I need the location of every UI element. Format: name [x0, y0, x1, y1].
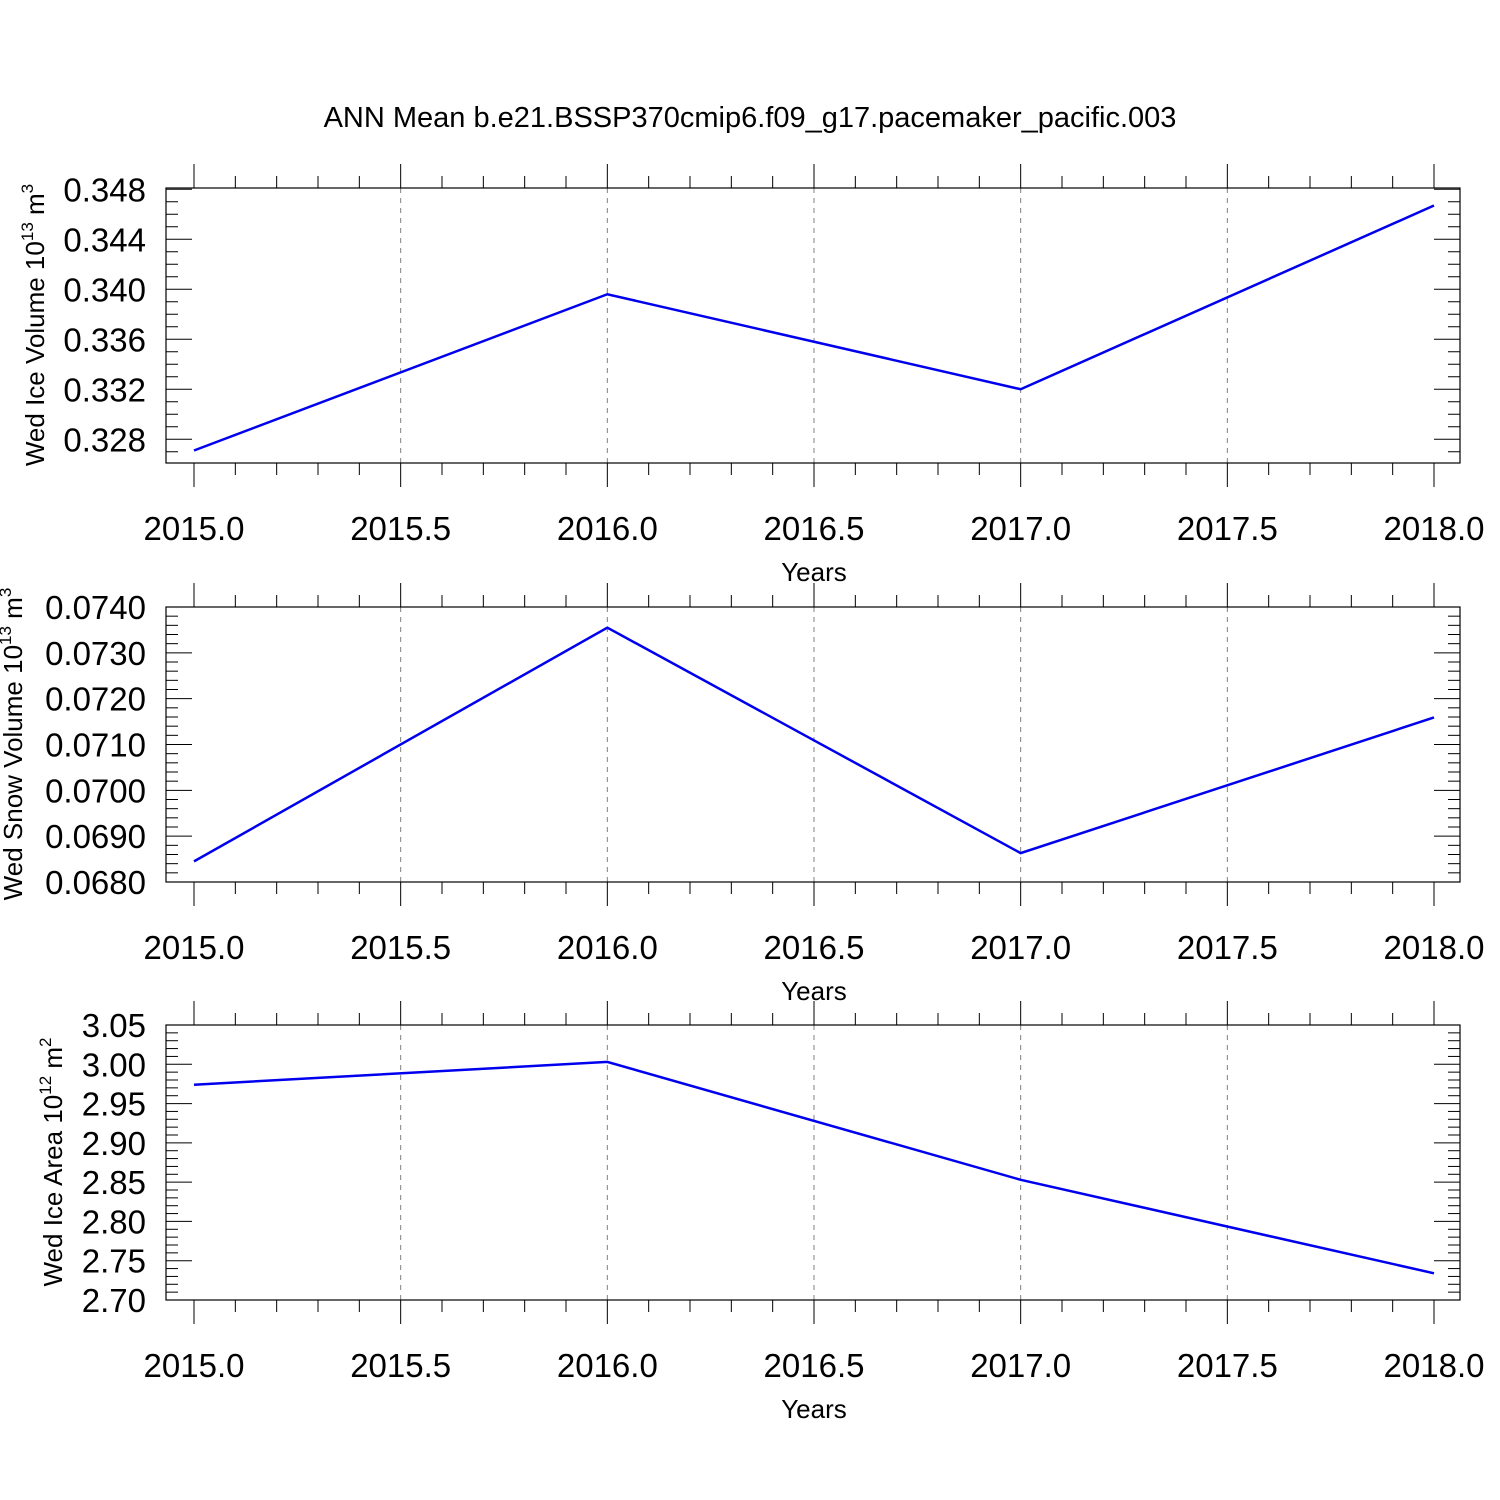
plot-frame: [165, 1024, 1461, 1301]
x-tick-label: 2016.0: [557, 1347, 658, 1384]
chart-title: ANN Mean b.e21.BSSP370cmip6.f09_g17.pace…: [324, 102, 1177, 134]
x-tick-label: 2017.5: [1177, 1347, 1278, 1384]
x-tick-label: 2015.5: [350, 929, 451, 966]
y-axis-label-text: Wed Ice Area 10: [38, 1095, 68, 1287]
y-tick-label: 0.332: [63, 371, 146, 408]
y-axis-label: Wed Ice Volume 1013 m3: [18, 184, 50, 466]
snow-volume-panel: 2015.0 2015.5 2016.0 2016.5 2017.0 2017.5 2018…: [0, 583, 1484, 1006]
y-axis-label-text: m: [0, 597, 28, 626]
x-tick-label: 2015.0: [144, 510, 245, 547]
y-axis-label-text: m: [20, 193, 50, 222]
ice-volume-panel: 2015.0 2015.5 2016.0 2016.5 2017.0 2017.5 2018…: [18, 164, 1484, 587]
y-tick-label: 2.70: [82, 1282, 146, 1319]
x-tick-label: 2018.0: [1384, 929, 1485, 966]
y-tick-label: 3.00: [82, 1046, 146, 1083]
y-axis-label-superscript: 3: [18, 184, 37, 193]
x-tick-label: 2016.0: [557, 929, 658, 966]
x-tick-label: 2015.5: [350, 1347, 451, 1384]
y-axis-label: Wed Ice Area 1012 m2: [36, 1037, 68, 1286]
x-tick-label: 2016.5: [764, 1347, 865, 1384]
y-tick-label: 0.328: [63, 421, 146, 458]
y-axis-label-text: Wed Snow Volume 10: [0, 645, 28, 900]
x-tick-label: 2015.0: [144, 929, 245, 966]
y-tick-label: 0.0690: [45, 818, 146, 855]
plot-frame: [165, 187, 1461, 464]
y-axis-label-superscript: 13: [18, 222, 37, 241]
y-tick-label: 0.340: [63, 271, 146, 308]
x-tick-label: 2018.0: [1384, 510, 1485, 547]
y-tick-label: 0.0700: [45, 772, 146, 809]
x-tick-label: 2017.0: [970, 929, 1071, 966]
y-axis-label: Wed Snow Volume 1013 m3: [0, 588, 28, 901]
y-axis-label-text: m: [38, 1047, 68, 1076]
y-tick-label: 2.95: [82, 1086, 146, 1123]
series-line: [193, 1060, 1435, 1275]
y-axis-label-superscript: 13: [0, 626, 15, 645]
y-tick-label: 0.0730: [45, 635, 146, 672]
y-tick-label: 0.344: [63, 221, 146, 258]
series-line: [193, 204, 1435, 452]
x-tick-label: 2017.5: [1177, 510, 1278, 547]
y-tick-label: 0.336: [63, 321, 146, 358]
y-axis-label-superscript: 2: [36, 1037, 55, 1046]
plot-frame: [165, 606, 1461, 883]
x-axis-label: Years: [781, 1394, 847, 1424]
x-tick-label: 2015.0: [144, 1347, 245, 1384]
y-tick-label: 2.80: [82, 1203, 146, 1240]
series-line: [193, 626, 1435, 863]
y-tick-label: 0.0680: [45, 864, 146, 901]
y-tick-label: 0.0740: [45, 589, 146, 626]
x-tick-label: 2017.0: [970, 510, 1071, 547]
x-tick-label: 2016.0: [557, 510, 658, 547]
x-tick-label: 2018.0: [1384, 1347, 1485, 1384]
y-axis-label-text: Wed Ice Volume 10: [20, 241, 50, 466]
y-tick-label: 0.0710: [45, 727, 146, 764]
y-tick-label: 0.0720: [45, 681, 146, 718]
x-tick-label: 2016.5: [764, 510, 865, 547]
x-tick-label: 2017.5: [1177, 929, 1278, 966]
x-tick-label: 2017.0: [970, 1347, 1071, 1384]
x-axis-label: Years: [781, 557, 847, 587]
y-tick-label: 2.75: [82, 1243, 146, 1280]
y-tick-label: 2.90: [82, 1125, 146, 1162]
y-tick-label: 0.348: [63, 171, 146, 208]
ice-area-panel: 2015.0 2015.5 2016.0 2016.5 2017.0 2017.5 2018…: [36, 1001, 1484, 1424]
y-tick-label: 2.85: [82, 1164, 146, 1201]
x-tick-label: 2015.5: [350, 510, 451, 547]
y-axis-label-superscript: 3: [0, 588, 15, 597]
x-tick-label: 2016.5: [764, 929, 865, 966]
y-axis-label-superscript: 12: [36, 1076, 55, 1095]
y-tick-label: 3.05: [82, 1007, 146, 1044]
